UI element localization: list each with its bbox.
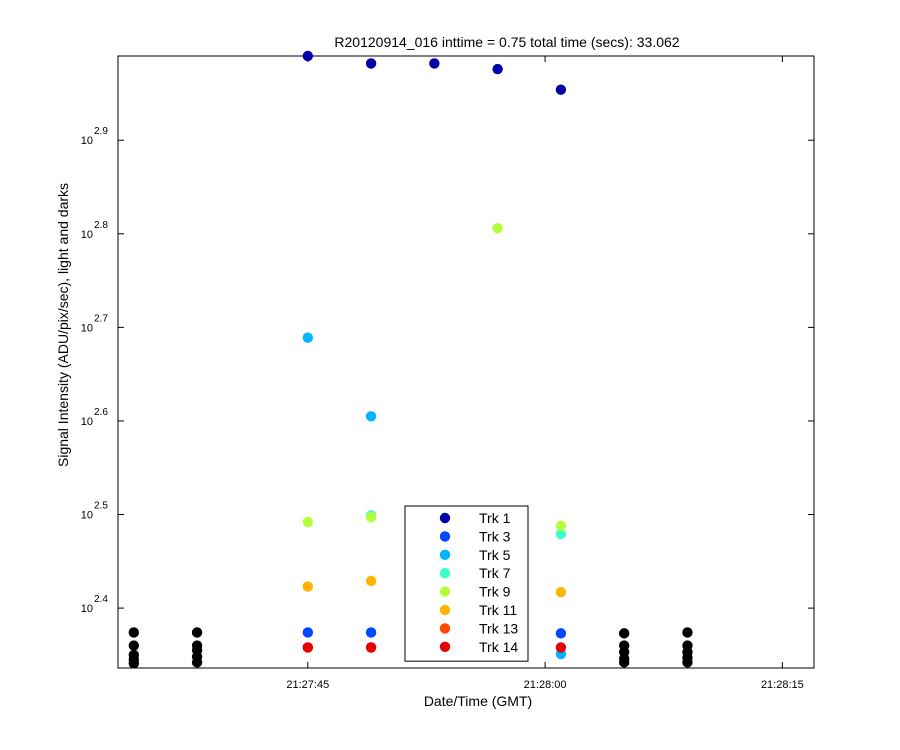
y-tick-exponent: 2.5 (94, 501, 108, 512)
y-tick-base: 10 (81, 416, 93, 428)
legend-marker (439, 641, 451, 652)
x-tick-label: 21:28:00 (524, 679, 567, 691)
point-dark (128, 658, 140, 669)
y-tick-exponent: 2.4 (94, 594, 108, 605)
point-trk-1 (302, 50, 314, 62)
legend-label: Trk 9 (479, 584, 511, 600)
point-trk-3 (555, 628, 567, 639)
y-tick-base: 10 (81, 322, 93, 334)
point-trk-5 (365, 411, 377, 422)
y-tick-base: 10 (81, 229, 93, 241)
point-trk-3 (302, 627, 314, 638)
x-tick-label: 21:27:45 (286, 679, 329, 691)
legend-label: Trk 7 (479, 565, 511, 581)
x-tick-label: 21:28:15 (761, 679, 804, 691)
legend-label: Trk 14 (479, 639, 518, 655)
legend-marker (439, 604, 451, 616)
point-trk-14 (365, 642, 377, 653)
legend-label: Trk 13 (479, 620, 518, 636)
y-tick-exponent: 2.6 (94, 407, 108, 418)
point-dark (128, 640, 140, 651)
legend-marker (439, 623, 451, 634)
x-axis-label: Date/Time (GMT) (424, 693, 532, 709)
point-trk-11 (365, 575, 377, 587)
legend-box (404, 505, 529, 662)
legend-label: Trk 3 (479, 528, 511, 544)
point-trk-9 (492, 222, 503, 234)
point-trk-7 (555, 528, 567, 540)
point-dark (191, 627, 203, 638)
point-trk-1 (429, 58, 440, 69)
point-trk-1 (365, 58, 377, 69)
chart-title: R20120914_016 inttime = 0.75 total time … (334, 34, 679, 50)
point-dark (128, 627, 140, 638)
point-dark (682, 657, 693, 668)
point-trk-9 (365, 512, 377, 523)
y-tick-exponent: 2.7 (94, 313, 108, 324)
point-trk-3 (365, 627, 377, 638)
legend: Trk 1 Trk 3 Trk 5 Trk 7 Trk 9 Trk 11 Trk 13 Trk… (404, 505, 529, 662)
legend-label: Trk 5 (479, 547, 511, 563)
point-trk-1 (492, 63, 503, 75)
y-tick-base: 10 (81, 135, 93, 147)
legend-marker (439, 549, 451, 560)
point-trk-9 (555, 520, 567, 531)
point-trk-14 (302, 642, 314, 653)
point-trk-5 (302, 332, 314, 343)
y-tick-base: 10 (81, 603, 93, 615)
point-trk-11 (555, 587, 567, 598)
legend-marker (439, 512, 451, 524)
point-dark (618, 657, 630, 668)
point-trk-1 (555, 84, 567, 95)
y-tick-base: 10 (81, 510, 93, 522)
data-points (128, 50, 693, 669)
legend-label: Trk 1 (479, 510, 511, 526)
y-tick-exponent: 2.8 (94, 220, 108, 231)
point-trk-14 (555, 642, 567, 653)
legend-marker (439, 531, 451, 542)
point-trk-9 (302, 516, 314, 528)
legend-label: Trk 11 (479, 602, 517, 618)
y-tick-exponent: 2.9 (94, 126, 108, 137)
legend-marker (439, 586, 451, 597)
point-dark (191, 657, 203, 668)
point-trk-11 (302, 581, 314, 592)
point-dark (618, 628, 630, 639)
x-axis-ticks: 21:27:45 21:28:00 21:28:15 (286, 56, 804, 691)
y-axis-label: Signal Intensity (ADU/pix/sec), light an… (55, 183, 71, 467)
legend-marker (439, 568, 451, 579)
point-dark (682, 627, 693, 638)
